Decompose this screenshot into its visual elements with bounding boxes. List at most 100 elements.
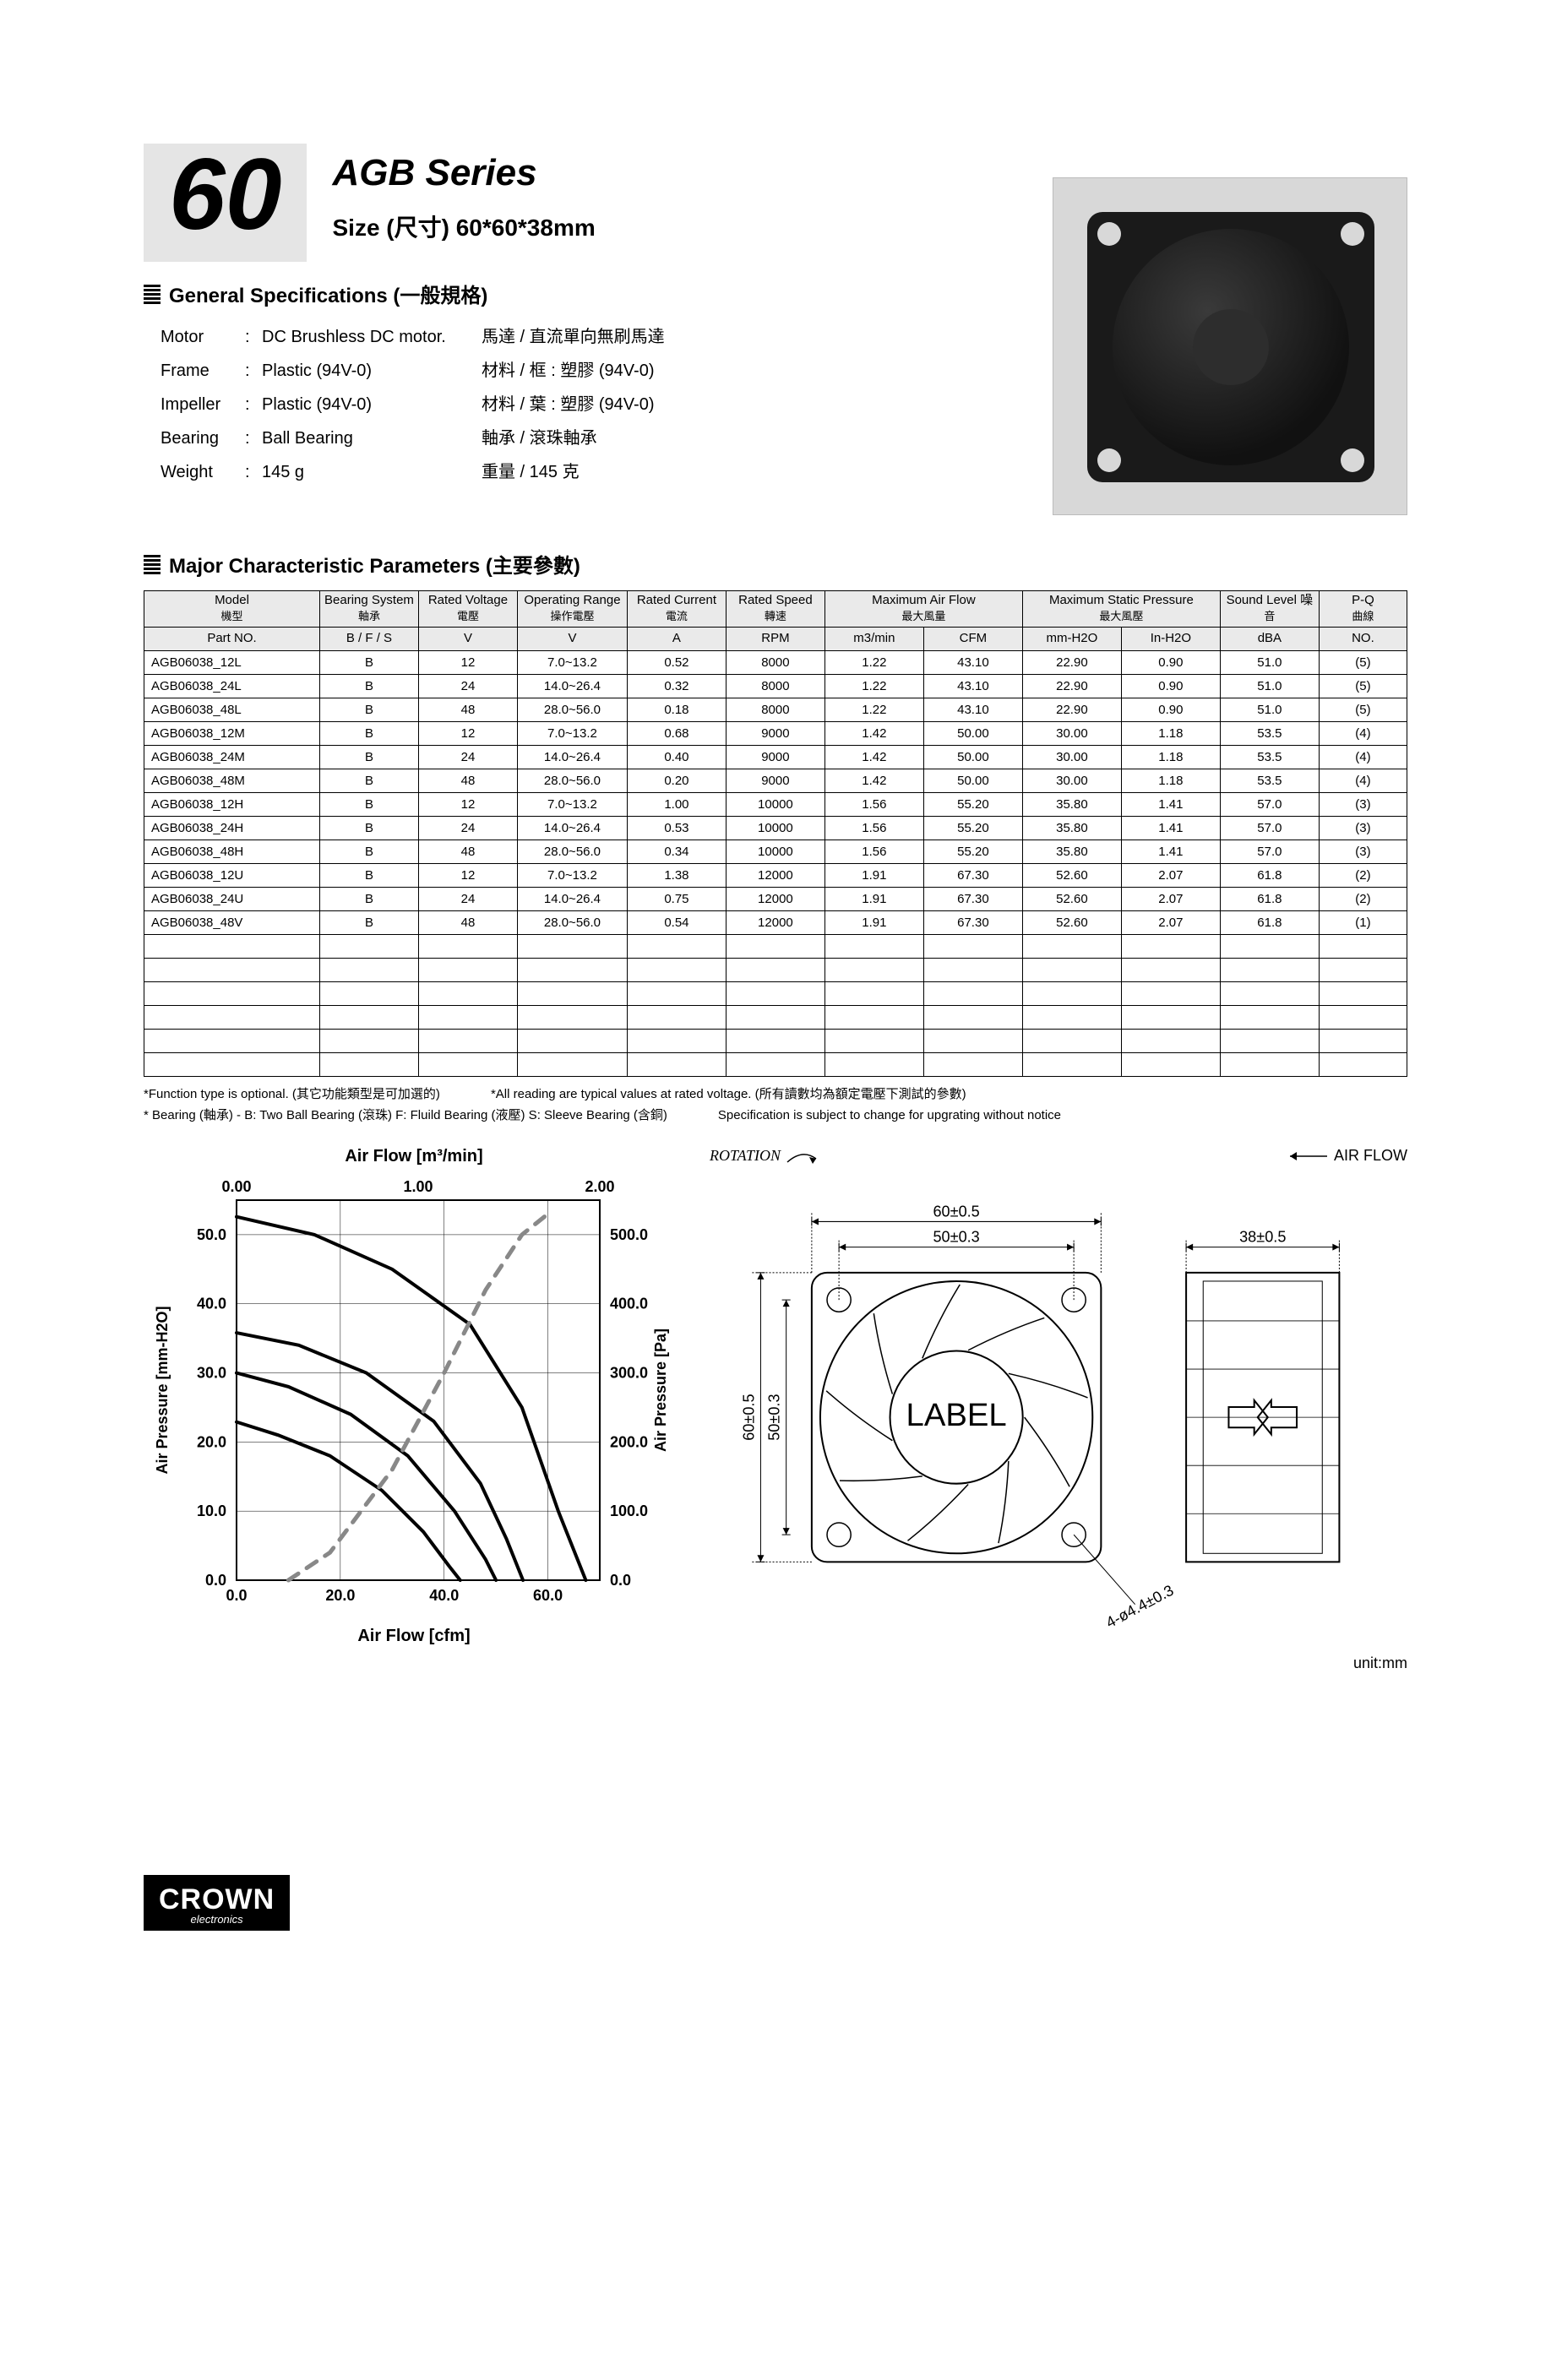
table-row [144, 1005, 1407, 1029]
table-row: AGB06038_24LB2414.0~26.40.3280001.2243.1… [144, 674, 1407, 698]
size-subtitle: Size (尺寸) 60*60*38mm [332, 209, 595, 243]
table-subheader: Part NO. [144, 627, 320, 650]
table-subheader: A [627, 627, 726, 650]
general-specs-list: Motor:DC Brushless DC motor.馬達 / 直流單向無刷馬… [161, 320, 1019, 489]
table-header: Operating Range操作電壓 [517, 591, 627, 628]
table-subheader: NO. [1319, 627, 1407, 650]
table-row: AGB06038_12UB127.0~13.21.38120001.9167.3… [144, 863, 1407, 887]
table-header: Model機型 [144, 591, 320, 628]
footnote-2b: Specification is subject to change for u… [718, 1105, 1061, 1127]
svg-text:500.0: 500.0 [610, 1225, 648, 1242]
svg-text:40.0: 40.0 [197, 1295, 226, 1312]
table-subheader: V [517, 627, 627, 650]
svg-text:38±0.5: 38±0.5 [1239, 1228, 1286, 1245]
spec-label: Impeller [161, 388, 245, 421]
crown-logo: CROWN electronics [144, 1875, 290, 1931]
table-row [144, 958, 1407, 981]
table-header: Sound Level 噪音 [1220, 591, 1319, 628]
footnote-1b: *All reading are typical values at rated… [491, 1084, 966, 1106]
svg-text:50±0.3: 50±0.3 [766, 1394, 783, 1440]
spec-cn: 軸承 / 滾珠軸承 [482, 421, 1019, 455]
svg-text:200.0: 200.0 [610, 1433, 648, 1450]
chart-top-axis-title: Air Flow [m³/min] [144, 1147, 684, 1166]
svg-text:2.00: 2.00 [585, 1178, 614, 1195]
table-row: AGB06038_48MB4828.0~56.00.2090001.4250.0… [144, 769, 1407, 792]
table-subheader: dBA [1220, 627, 1319, 650]
table-header: Bearing System軸承 [319, 591, 418, 628]
spec-value: 145 g [262, 455, 482, 489]
major-params-heading: Major Characteristic Parameters (主要參數) [144, 549, 1407, 579]
spec-label: Weight [161, 455, 245, 489]
table-subheader: m3/min [824, 627, 923, 650]
spec-cn: 重量 / 145 克 [482, 455, 1019, 489]
table-subheader: mm-H2O [1022, 627, 1121, 650]
table-subheader: V [418, 627, 517, 650]
svg-text:Air Pressure [Pa]: Air Pressure [Pa] [652, 1328, 669, 1451]
table-row: AGB06038_24HB2414.0~26.40.53100001.5655.… [144, 816, 1407, 840]
table-row [144, 1052, 1407, 1076]
spec-value: Ball Bearing [262, 421, 482, 455]
svg-text:60±0.5: 60±0.5 [933, 1203, 979, 1220]
svg-text:1.00: 1.00 [403, 1178, 433, 1195]
svg-text:10.0: 10.0 [197, 1502, 226, 1519]
airflow-label: AIR FLOW [1287, 1147, 1407, 1165]
spec-cn: 材料 / 框 : 塑膠 (94V-0) [482, 354, 1019, 388]
unit-label: unit:mm [710, 1655, 1407, 1672]
spec-label: Bearing [161, 421, 245, 455]
pq-chart: Air Flow [m³/min] 0.00 1.00 2.00 0.0 20.0 40.… [144, 1147, 684, 1646]
footnotes: *Function type is optional. (其它功能類型是可加選的… [144, 1084, 1407, 1127]
svg-text:100.0: 100.0 [610, 1502, 648, 1519]
table-subheader: RPM [726, 627, 824, 650]
table-row: AGB06038_24UB2414.0~26.40.75120001.9167.… [144, 887, 1407, 910]
svg-text:300.0: 300.0 [610, 1364, 648, 1381]
dimension-drawing: ROTATION AIR FLOW LABEL 60±0.5 50±0.3 60±0.… [710, 1147, 1407, 1672]
svg-text:20.0: 20.0 [197, 1433, 226, 1450]
table-row: AGB06038_48LB4828.0~56.00.1880001.2243.1… [144, 698, 1407, 721]
table-row: AGB06038_12LB127.0~13.20.5280001.2243.10… [144, 650, 1407, 674]
spec-value: Plastic (94V-0) [262, 354, 482, 388]
table-subheader: B / F / S [319, 627, 418, 650]
table-row: AGB06038_12MB127.0~13.20.6890001.4250.00… [144, 721, 1407, 745]
series-title: AGB Series [332, 152, 595, 194]
params-table: Model機型Bearing System軸承Rated Voltage電壓Op… [144, 590, 1407, 1077]
table-row [144, 1029, 1407, 1052]
svg-text:60.0: 60.0 [533, 1587, 563, 1604]
svg-text:0.0: 0.0 [226, 1587, 247, 1604]
model-number: 60 [144, 144, 307, 262]
spec-cn: 材料 / 葉 : 塑膠 (94V-0) [482, 388, 1019, 421]
table-header: Maximum Air Flow最大風量 [824, 591, 1022, 628]
table-row: AGB06038_12HB127.0~13.21.00100001.5655.2… [144, 792, 1407, 816]
spec-cn: 馬達 / 直流單向無刷馬達 [482, 320, 1019, 354]
svg-text:40.0: 40.0 [429, 1587, 459, 1604]
table-row: AGB06038_48HB4828.0~56.00.34100001.5655.… [144, 840, 1407, 863]
spec-label: Frame [161, 354, 245, 388]
footnote-1a: *Function type is optional. (其它功能類型是可加選的… [144, 1084, 440, 1106]
table-row: AGB06038_24MB2414.0~26.40.4090001.4250.0… [144, 745, 1407, 769]
svg-text:60±0.5: 60±0.5 [740, 1394, 757, 1440]
svg-text:400.0: 400.0 [610, 1295, 648, 1312]
svg-text:20.0: 20.0 [325, 1587, 355, 1604]
product-photo [1053, 177, 1407, 515]
table-header: Rated Speed轉速 [726, 591, 824, 628]
table-row [144, 981, 1407, 1005]
table-header: P-Q曲線 [1319, 591, 1407, 628]
spec-value: DC Brushless DC motor. [262, 320, 482, 354]
svg-text:0.00: 0.00 [221, 1178, 251, 1195]
svg-text:0.0: 0.0 [205, 1572, 226, 1589]
chart-bottom-axis-title: Air Flow [cfm] [144, 1627, 684, 1646]
general-specs-heading: General Specifications (一般規格) [144, 279, 1019, 308]
svg-text:4-ø4.4±0.3: 4-ø4.4±0.3 [1103, 1581, 1177, 1631]
spec-value: Plastic (94V-0) [262, 388, 482, 421]
table-subheader: In-H2O [1121, 627, 1220, 650]
table-subheader: CFM [923, 627, 1022, 650]
spec-label: Motor [161, 320, 245, 354]
rotation-label: ROTATION [710, 1147, 819, 1166]
svg-text:50±0.3: 50±0.3 [933, 1228, 979, 1245]
svg-text:LABEL: LABEL [906, 1397, 1007, 1433]
table-row: AGB06038_48VB4828.0~56.00.54120001.9167.… [144, 910, 1407, 934]
table-header: Rated Current電流 [627, 591, 726, 628]
svg-text:50.0: 50.0 [197, 1225, 226, 1242]
svg-text:30.0: 30.0 [197, 1364, 226, 1381]
svg-text:0.0: 0.0 [610, 1572, 631, 1589]
footnote-2a: * Bearing (軸承) - B: Two Ball Bearing (滾珠… [144, 1105, 667, 1127]
